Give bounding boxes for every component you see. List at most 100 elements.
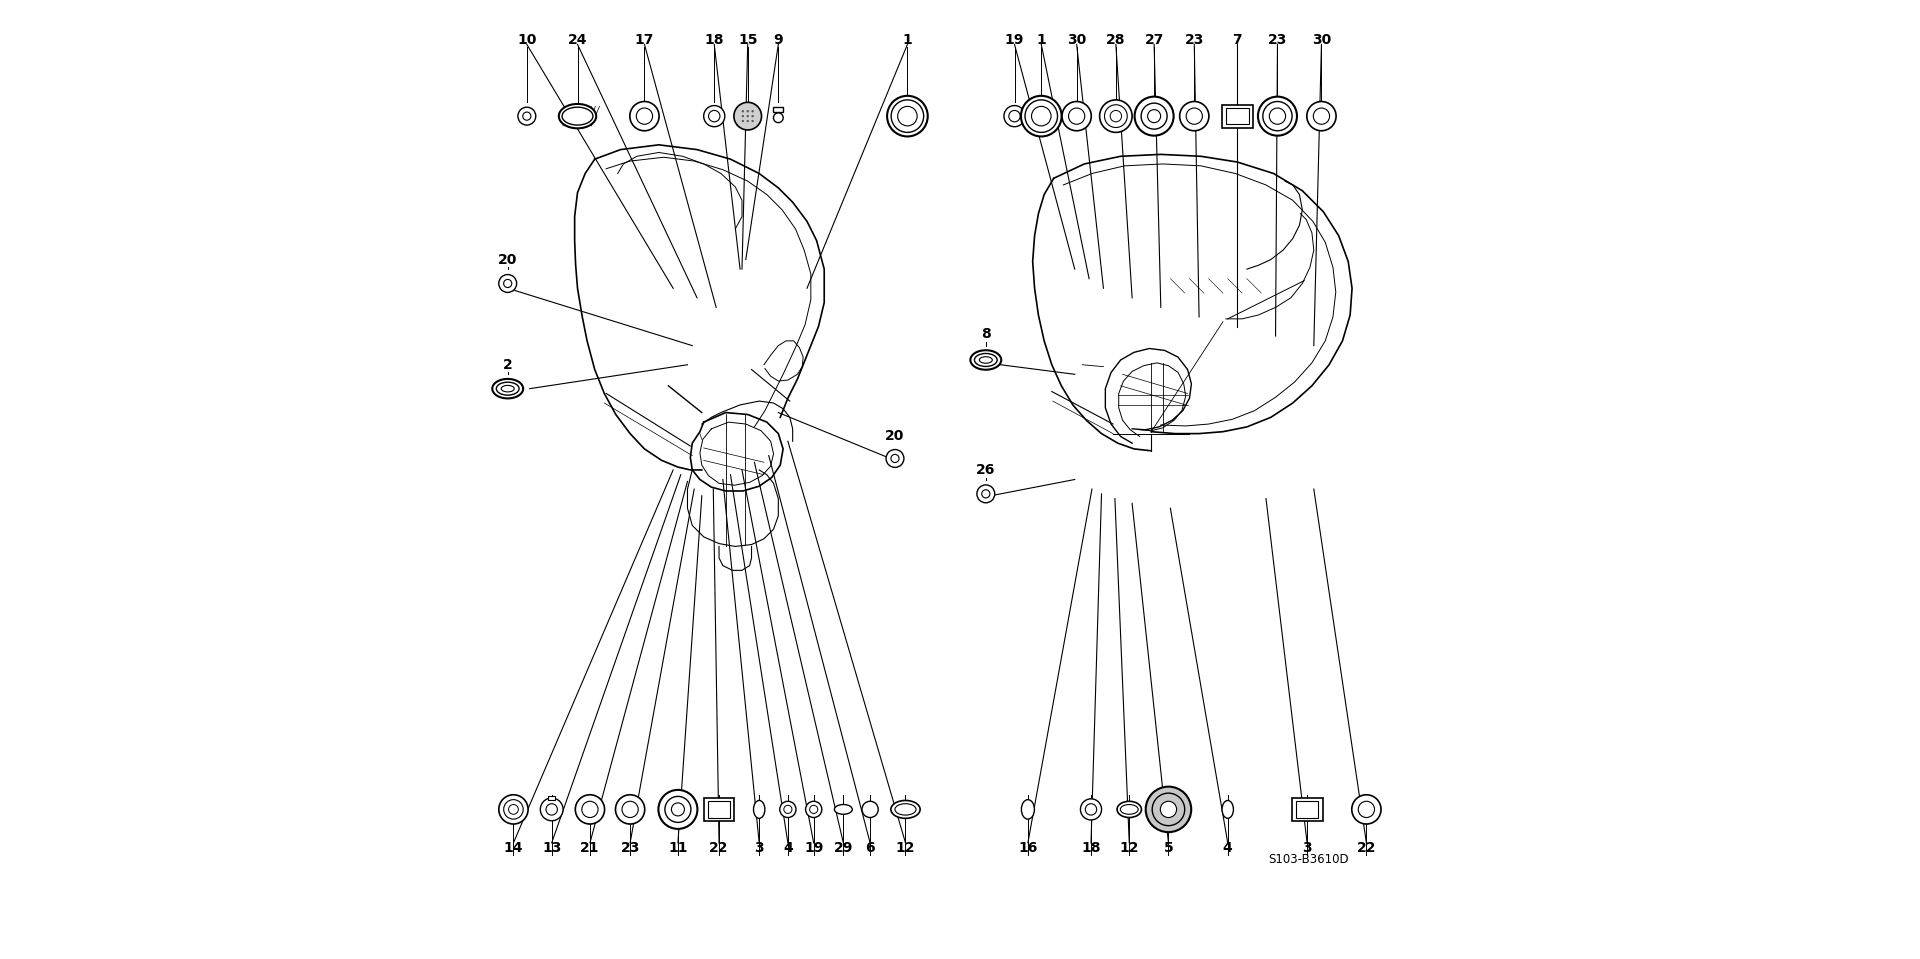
- Ellipse shape: [497, 382, 518, 395]
- Text: 24: 24: [568, 33, 588, 47]
- Circle shape: [545, 804, 557, 815]
- Text: 15: 15: [737, 33, 758, 47]
- Text: 18: 18: [1081, 841, 1100, 854]
- Bar: [1292, 798, 1323, 821]
- Text: 16: 16: [1018, 841, 1037, 854]
- Circle shape: [636, 108, 653, 125]
- Ellipse shape: [501, 386, 515, 392]
- Circle shape: [1352, 795, 1380, 824]
- Bar: [549, 796, 555, 801]
- Text: 22: 22: [1357, 841, 1377, 854]
- Circle shape: [1110, 110, 1121, 122]
- Text: 5: 5: [1164, 841, 1173, 854]
- Text: 11: 11: [668, 841, 687, 854]
- Circle shape: [1031, 106, 1050, 126]
- Text: 29: 29: [833, 841, 852, 854]
- Ellipse shape: [970, 350, 1000, 370]
- Text: 17: 17: [636, 33, 655, 47]
- Circle shape: [891, 100, 924, 132]
- Text: 1: 1: [1037, 33, 1046, 47]
- Text: 20: 20: [497, 252, 516, 267]
- Circle shape: [810, 806, 818, 813]
- Circle shape: [1263, 102, 1292, 130]
- Ellipse shape: [891, 801, 920, 818]
- Text: S103-B3610D: S103-B3610D: [1267, 853, 1348, 866]
- Circle shape: [774, 113, 783, 123]
- Circle shape: [503, 279, 513, 288]
- Circle shape: [1062, 102, 1091, 130]
- Text: 3: 3: [755, 841, 764, 854]
- Text: 27: 27: [1144, 33, 1164, 47]
- Text: 28: 28: [1106, 33, 1125, 47]
- Text: 10: 10: [516, 33, 536, 47]
- Bar: [703, 798, 735, 821]
- Circle shape: [1021, 96, 1062, 136]
- Text: 22: 22: [708, 841, 730, 854]
- Circle shape: [862, 802, 877, 817]
- Circle shape: [1081, 799, 1102, 820]
- Circle shape: [522, 112, 532, 120]
- Circle shape: [659, 790, 697, 829]
- Text: 30: 30: [1068, 33, 1087, 47]
- Circle shape: [1148, 109, 1160, 123]
- Ellipse shape: [1221, 801, 1233, 818]
- Ellipse shape: [1117, 802, 1142, 817]
- Circle shape: [1135, 97, 1173, 135]
- Ellipse shape: [975, 354, 996, 366]
- Circle shape: [664, 796, 691, 823]
- Ellipse shape: [1119, 805, 1139, 814]
- Bar: [774, 107, 783, 112]
- Circle shape: [977, 485, 995, 503]
- Ellipse shape: [1021, 800, 1035, 819]
- Bar: [1296, 802, 1319, 817]
- Text: 14: 14: [503, 841, 522, 854]
- Circle shape: [1152, 793, 1185, 826]
- Circle shape: [705, 105, 726, 127]
- Circle shape: [899, 106, 918, 126]
- Circle shape: [1004, 105, 1025, 127]
- Text: 18: 18: [705, 33, 724, 47]
- Text: 23: 23: [1185, 33, 1204, 47]
- Circle shape: [1313, 108, 1329, 125]
- Circle shape: [885, 450, 904, 467]
- Text: 4: 4: [1223, 841, 1233, 854]
- Ellipse shape: [979, 357, 993, 363]
- Circle shape: [783, 806, 791, 813]
- Text: 1: 1: [902, 33, 912, 47]
- Circle shape: [630, 102, 659, 130]
- Circle shape: [616, 795, 645, 824]
- Circle shape: [981, 490, 991, 498]
- Text: 26: 26: [975, 463, 995, 477]
- Text: 23: 23: [620, 841, 639, 854]
- Circle shape: [499, 795, 528, 824]
- Circle shape: [503, 800, 522, 819]
- Circle shape: [1269, 108, 1286, 125]
- Circle shape: [582, 802, 597, 817]
- Ellipse shape: [895, 804, 916, 815]
- Ellipse shape: [492, 379, 522, 398]
- Circle shape: [1025, 100, 1058, 132]
- Text: 23: 23: [1267, 33, 1286, 47]
- Circle shape: [576, 795, 605, 824]
- Circle shape: [1100, 100, 1133, 132]
- Bar: [1221, 105, 1252, 128]
- Circle shape: [1085, 804, 1096, 815]
- Text: 3: 3: [1302, 841, 1311, 854]
- Ellipse shape: [753, 801, 764, 818]
- Circle shape: [518, 107, 536, 125]
- Text: 8: 8: [981, 327, 991, 341]
- Circle shape: [780, 802, 797, 817]
- Text: 4: 4: [783, 841, 793, 854]
- Circle shape: [1160, 802, 1177, 817]
- Circle shape: [499, 274, 516, 292]
- Circle shape: [1140, 104, 1167, 129]
- Circle shape: [1008, 110, 1020, 122]
- Circle shape: [1069, 108, 1085, 125]
- Circle shape: [672, 803, 684, 816]
- Text: 2: 2: [503, 358, 513, 372]
- Text: 12: 12: [1119, 841, 1139, 854]
- Circle shape: [1187, 108, 1202, 125]
- Ellipse shape: [559, 104, 597, 129]
- Circle shape: [708, 110, 720, 122]
- Circle shape: [1357, 802, 1375, 817]
